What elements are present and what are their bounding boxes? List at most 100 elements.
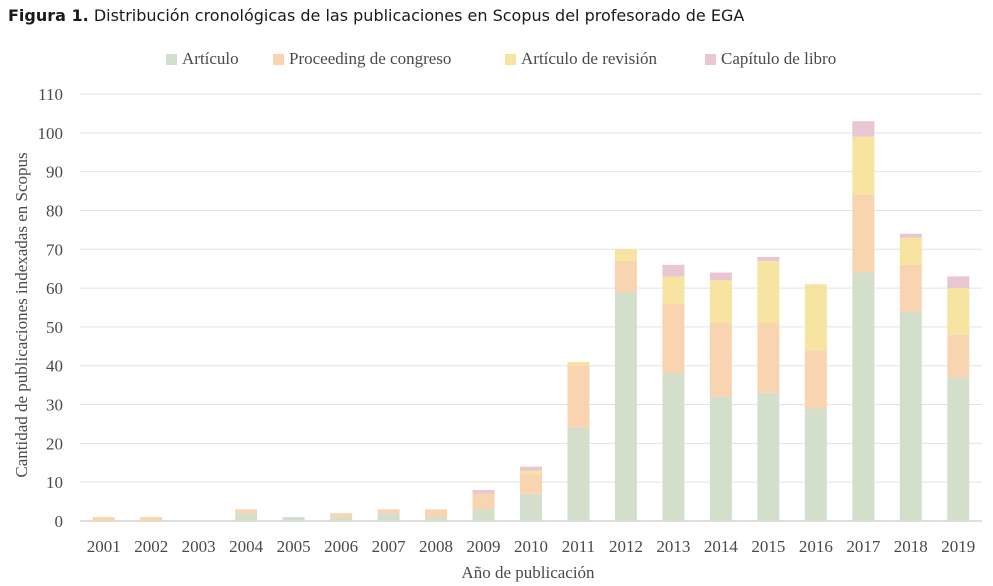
bar-segment: [709, 396, 732, 521]
y-tick-label: 0: [55, 512, 64, 531]
bar-segment: [947, 288, 970, 335]
legend-label: Artículo: [182, 49, 239, 68]
bar-segment: [235, 509, 258, 514]
bar-segment: [757, 323, 780, 393]
bar-segment: [662, 264, 685, 277]
x-tick-label: 2005: [277, 537, 311, 556]
x-tick-label: 2017: [846, 537, 881, 556]
legend-swatch: [166, 54, 177, 65]
x-tick-label: 2014: [704, 537, 739, 556]
legend-swatch: [705, 54, 716, 65]
bar-segment: [92, 517, 115, 521]
bar-segment: [709, 323, 732, 397]
x-tick-label: 2009: [467, 537, 501, 556]
bar-segment: [899, 311, 922, 521]
bar-segment: [140, 517, 163, 521]
bar-segment: [425, 517, 448, 521]
y-axis-title: Cantidad de publicaciones indexadas en S…: [12, 152, 31, 477]
bar-segment: [614, 249, 637, 261]
x-tick-label: 2016: [799, 537, 833, 556]
bar-segment: [472, 509, 495, 521]
y-tick-label: 70: [46, 240, 63, 259]
gridlines: [80, 93, 982, 522]
bar-segment: [852, 272, 875, 521]
y-tick-label: 80: [46, 201, 63, 220]
y-tick-label: 30: [46, 396, 63, 415]
legend-swatch: [273, 54, 284, 65]
bar-segment: [662, 373, 685, 521]
bar-segment: [899, 233, 922, 238]
x-tick-label: 2004: [229, 537, 264, 556]
bar-segment: [852, 136, 875, 195]
figure-caption-text: Distribución cronológicas de las publica…: [93, 6, 745, 25]
y-tick-label: 20: [46, 434, 63, 453]
bar-segment: [899, 264, 922, 312]
bar-segment: [947, 334, 970, 378]
y-tick-label: 90: [46, 163, 63, 182]
bar-segment: [567, 361, 590, 366]
bar-segment: [852, 121, 875, 137]
bar-segment: [377, 509, 400, 514]
bar-segment: [472, 489, 495, 494]
bar-segment: [804, 350, 827, 409]
bar-segment: [662, 303, 685, 374]
bar-segment: [757, 257, 780, 261]
bar-segment: [330, 517, 353, 521]
bar-segment: [520, 470, 542, 475]
y-axis-ticks: 0 10 20 30 40 50 60 70 80 90 100 110: [38, 85, 64, 531]
bar-segment: [947, 276, 970, 289]
x-tick-label: 2010: [514, 537, 548, 556]
figure-caption-prefix: Figura 1.: [8, 6, 89, 25]
y-tick-label: 10: [46, 473, 63, 492]
y-tick-label: 100: [38, 124, 64, 143]
bar-segment: [472, 493, 495, 510]
x-tick-label: 2002: [134, 537, 168, 556]
x-tick-label: 2013: [656, 537, 690, 556]
bar-segment: [614, 260, 637, 292]
y-tick-label: 40: [46, 357, 63, 376]
x-tick-label: 2015: [751, 537, 785, 556]
bar-segment: [852, 194, 875, 273]
bars: [92, 121, 970, 521]
x-tick-label: 2008: [419, 537, 453, 556]
bar-segment: [520, 493, 542, 521]
bar-segment: [520, 466, 542, 471]
figure-caption: Figura 1. Distribución cronológicas de l…: [8, 6, 744, 25]
x-tick-label: 2019: [941, 537, 975, 556]
bar-segment: [804, 284, 827, 351]
bar-segment: [520, 474, 542, 494]
x-tick-label: 2001: [87, 537, 121, 556]
bar-segment: [567, 365, 590, 428]
bar-segment: [330, 513, 353, 518]
legend: Artículo Proceeding de congreso Artículo d…: [166, 49, 836, 68]
x-tick-label: 2011: [562, 537, 595, 556]
x-axis-ticks: 2001 2002 2003 2004 2005 2006 2007 2008 2009 2010…: [87, 537, 976, 556]
bar-segment: [425, 509, 448, 518]
y-tick-label: 60: [46, 279, 63, 298]
legend-label: Proceeding de congreso: [289, 49, 451, 68]
x-tick-label: 2003: [182, 537, 216, 556]
bar-segment: [804, 408, 827, 521]
x-tick-label: 2018: [894, 537, 928, 556]
bar-segment: [899, 237, 922, 265]
legend-label: Capítulo de libro: [721, 49, 836, 68]
bar-segment: [282, 517, 305, 521]
bar-segment: [235, 513, 258, 521]
x-tick-label: 2012: [609, 537, 643, 556]
legend-label: Artículo de revisión: [521, 49, 657, 68]
y-tick-label: 50: [46, 318, 63, 337]
bar-segment: [614, 291, 637, 521]
bar-segment: [709, 272, 732, 281]
x-tick-label: 2006: [324, 537, 358, 556]
bar-segment: [662, 276, 685, 304]
bar-segment: [757, 392, 780, 521]
bar-segment: [377, 513, 400, 521]
bar-segment: [947, 377, 970, 521]
x-axis-title: Año de publicación: [461, 563, 595, 582]
y-tick-label: 110: [38, 85, 63, 104]
x-tick-label: 2007: [372, 537, 407, 556]
legend-swatch: [505, 54, 516, 65]
bar-segment: [757, 260, 780, 324]
bar-segment: [567, 427, 590, 521]
